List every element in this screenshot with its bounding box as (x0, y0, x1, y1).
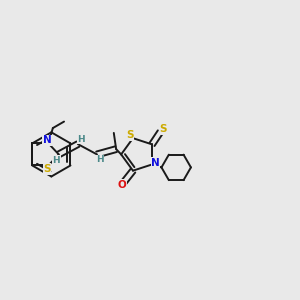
Text: H: H (52, 156, 60, 165)
Text: S: S (126, 130, 134, 140)
Text: H: H (96, 155, 104, 164)
Text: H: H (77, 135, 85, 144)
Text: S: S (160, 124, 167, 134)
Text: S: S (43, 164, 51, 174)
Text: N: N (151, 158, 160, 168)
Text: N: N (43, 135, 51, 146)
Text: O: O (117, 180, 126, 190)
